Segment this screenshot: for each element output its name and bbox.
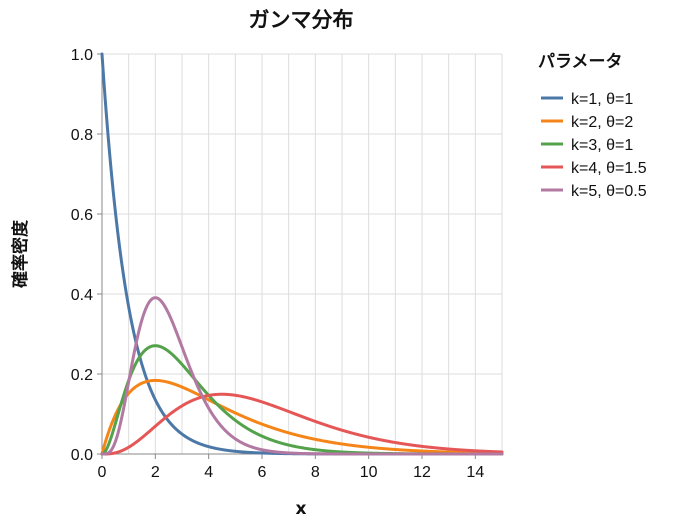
axes: 0 2 4 6 8 10 12 14 0.0 0.2 0.4 0.6 0.8 1.0 [71,47,502,481]
x-tick-label: 12 [413,464,431,481]
x-tick-label: 2 [151,464,160,481]
legend-label-1: k=1, θ=1 [571,91,633,108]
y-tick-label: 0.8 [71,127,93,144]
series-line-5 [100,296,504,456]
legend: パラメータ k=1, θ=1 k=2, θ=2 k=3, θ=1 k=4, θ=1.5… [538,52,647,200]
x-tick-label: 4 [204,464,213,481]
series-line-1 [100,52,504,456]
y-tick-label: 0.6 [71,207,93,224]
y-tick-label: 0.4 [71,287,93,304]
legend-label-4: k=4, θ=1.5 [571,160,647,177]
chart-title: ガンマ分布 [249,8,354,32]
x-tick-label: 10 [360,464,378,481]
series-lines [100,52,504,456]
legend-label-3: k=3, θ=1 [571,137,633,154]
gridlines [101,53,503,455]
x-tick-label: 0 [98,464,107,481]
y-tick-label: 0.2 [71,367,93,384]
x-tick-label: 8 [311,464,320,481]
legend-label-5: k=5, θ=0.5 [571,183,647,200]
legend-title: パラメータ [538,52,623,72]
x-axis-title: x [296,499,307,519]
y-axis-title: 確率密度 [10,219,31,288]
x-tick-label: 14 [466,464,484,481]
x-tick-label: 6 [258,464,267,481]
series-line-4 [100,392,504,456]
y-tick-label: 0.0 [71,447,93,464]
y-tick-label: 1.0 [71,47,93,64]
legend-label-2: k=2, θ=2 [571,114,633,131]
series-line-2 [100,378,504,456]
